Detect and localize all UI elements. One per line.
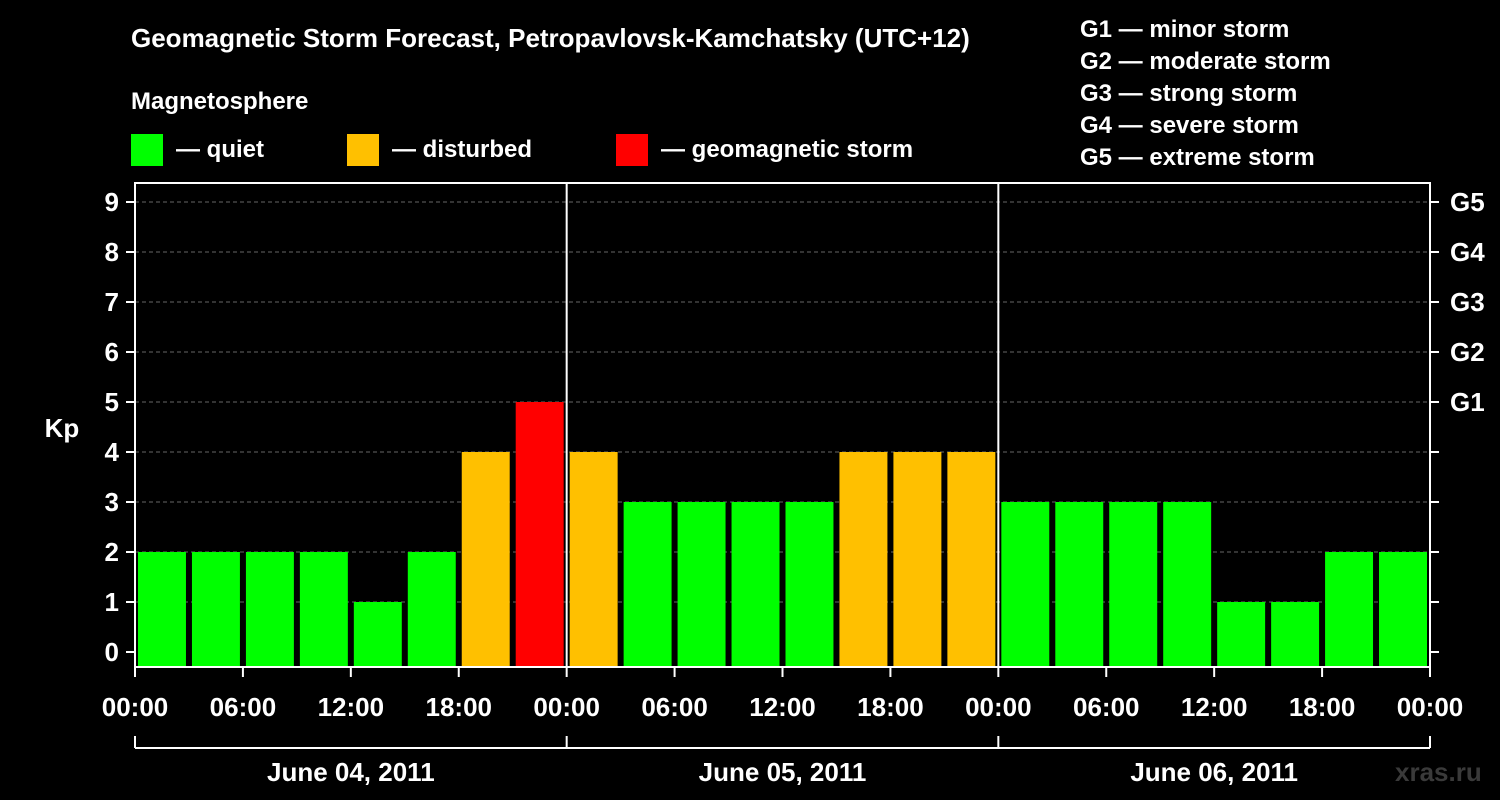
y-tick-label: 9 — [105, 187, 119, 217]
bar — [1109, 502, 1158, 667]
y-tick-label: 8 — [105, 237, 119, 267]
day-axis: June 04, 2011 June 05, 2011 June 06, 2011 — [134, 736, 1431, 787]
bar — [731, 502, 780, 667]
bar — [515, 402, 564, 667]
g-level-label: G1 — [1450, 387, 1485, 417]
y-tick-label: 2 — [105, 537, 119, 567]
x-tick-label: 00:00 — [102, 692, 169, 722]
g-level-label: G4 — [1450, 237, 1485, 267]
x-tick-label: 12:00 — [1181, 692, 1248, 722]
bar — [1271, 602, 1320, 667]
legend-label-disturbed: — disturbed — [392, 136, 532, 163]
x-tick-label: 18:00 — [857, 692, 924, 722]
legend-swatch-storm — [616, 134, 648, 166]
y-axis-label: Kp — [45, 413, 80, 443]
legend-label-quiet: — quiet — [176, 136, 264, 163]
x-tick-label: 18:00 — [1289, 692, 1356, 722]
bar — [1379, 552, 1427, 667]
x-ticks: 00:00 06:00 12:00 18:00 00:00 06:00 12:00 18:00… — [102, 667, 1464, 722]
day-label: June 04, 2011 — [267, 757, 435, 787]
x-tick-label: 18:00 — [426, 692, 493, 722]
storm-scale-g3: G3 — strong storm — [1080, 80, 1297, 107]
bar — [623, 502, 672, 667]
bar — [569, 452, 618, 667]
bar — [353, 602, 402, 667]
bar — [461, 452, 510, 667]
g-level-ticks: G1 G2 G3 G4 G5 — [1430, 187, 1485, 653]
storm-scale-g4: G4 — severe storm — [1080, 112, 1299, 139]
legend-heading: Magnetosphere — [131, 88, 308, 115]
bar — [138, 552, 186, 667]
bar — [839, 452, 888, 667]
legend-label-storm: — geomagnetic storm — [661, 136, 913, 163]
bar — [1001, 502, 1050, 667]
bar — [947, 452, 996, 667]
watermark: xras.ru — [1395, 757, 1482, 787]
bar — [1217, 602, 1266, 667]
x-tick-label: 06:00 — [641, 692, 708, 722]
storm-scale-g2: G2 — moderate storm — [1080, 48, 1331, 75]
y-tick-label: 1 — [105, 587, 119, 617]
y-tick-label: 7 — [105, 287, 119, 317]
x-tick-label: 12:00 — [318, 692, 385, 722]
bar — [893, 452, 942, 667]
bar — [785, 502, 834, 667]
x-tick-label: 06:00 — [210, 692, 277, 722]
day-label: June 05, 2011 — [699, 757, 867, 787]
bar — [191, 552, 240, 667]
g-level-label: G2 — [1450, 337, 1485, 367]
storm-scale-g1: G1 — minor storm — [1080, 16, 1289, 43]
y-tick-label: 3 — [105, 487, 119, 517]
x-tick-label: 00:00 — [965, 692, 1032, 722]
y-tick-label: 4 — [105, 437, 120, 467]
chart-title: Geomagnetic Storm Forecast, Petropavlovs… — [131, 23, 970, 53]
x-tick-label: 12:00 — [749, 692, 816, 722]
bar — [1055, 502, 1104, 667]
bar — [245, 552, 294, 667]
day-label: June 06, 2011 — [1130, 757, 1298, 787]
bars — [138, 402, 1427, 667]
storm-scale-g5: G5 — extreme storm — [1080, 144, 1315, 171]
bar — [299, 552, 348, 667]
y-tick-label: 6 — [105, 337, 119, 367]
storm-scale: G1 — minor storm G2 — moderate storm G3 … — [1080, 16, 1331, 171]
bar — [1163, 502, 1212, 667]
grid-lines — [135, 201, 1430, 603]
legend-swatch-disturbed — [347, 134, 379, 166]
g-level-label: G5 — [1450, 187, 1485, 217]
bar — [407, 552, 456, 667]
bar — [677, 502, 726, 667]
x-tick-label: 06:00 — [1073, 692, 1140, 722]
legend: Magnetosphere — quiet — disturbed — geom… — [131, 88, 913, 166]
g-level-label: G3 — [1450, 287, 1485, 317]
y-ticks: 0 1 2 3 4 5 6 7 8 9 — [105, 187, 135, 667]
x-tick-label: 00:00 — [533, 692, 600, 722]
bar — [1325, 552, 1374, 667]
x-tick-label: 00:00 — [1397, 692, 1464, 722]
legend-swatch-quiet — [131, 134, 163, 166]
y-tick-label: 0 — [105, 637, 119, 667]
y-tick-label: 5 — [105, 387, 119, 417]
